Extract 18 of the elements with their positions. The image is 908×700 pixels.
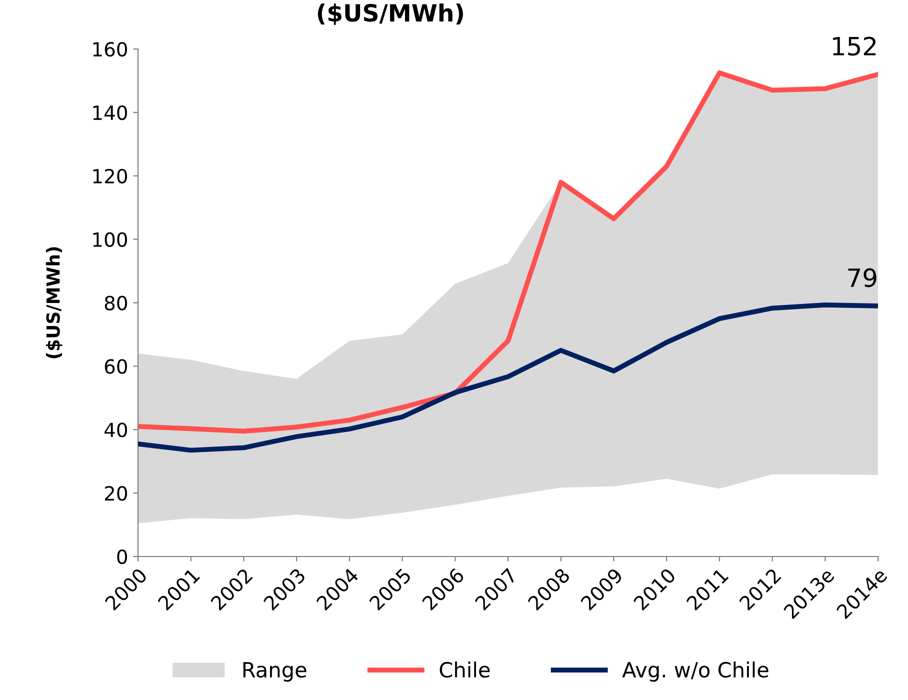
y-tick-label: 40 [104, 422, 127, 438]
y-axis-title: ($US/MWh) [46, 247, 62, 358]
annotation: 152 [833, 36, 876, 56]
y-tick-label: 60 [104, 359, 127, 374]
y-tick-label: 20 [104, 486, 127, 501]
line-series [138, 70, 878, 434]
y-tick-label: 140 [93, 105, 127, 120]
legend-label: Chile [440, 662, 490, 678]
y-tick-label: 80 [104, 296, 127, 310]
legend-label: Avg. w/o Chile [622, 662, 768, 682]
legend-label: Range [243, 662, 306, 682]
y-tick-label: 100 [93, 232, 127, 247]
annotation: 79 [848, 268, 876, 288]
chart-title: ($US/MWh) [318, 4, 463, 25]
y-tick-label: 120 [93, 168, 127, 184]
y-tick-label: 160 [93, 42, 127, 57]
y-tick-label: 0 [117, 549, 128, 564]
line-series [138, 302, 878, 453]
